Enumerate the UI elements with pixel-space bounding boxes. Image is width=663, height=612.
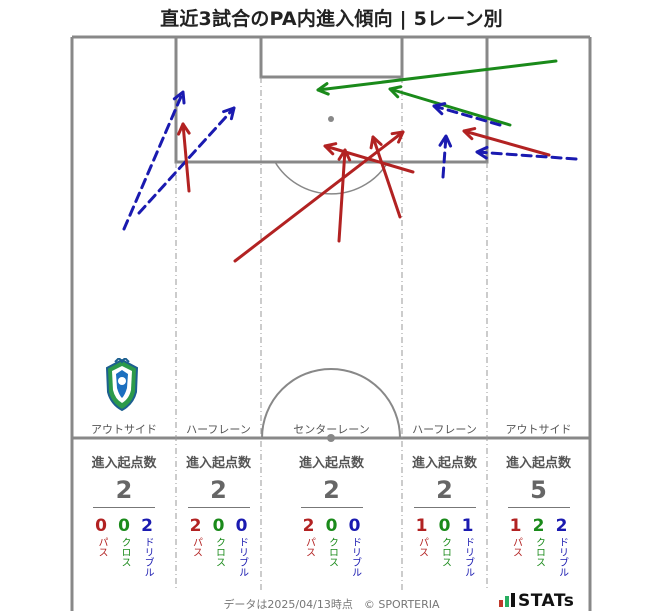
lane-name-outside-left: アウトサイド (91, 423, 157, 436)
dribble-arrow (122, 90, 186, 231)
cross-count: 0 (118, 516, 130, 536)
dribble-arrow (137, 106, 236, 215)
entry-count-total: 2 (210, 476, 227, 504)
cross-label: クロス (119, 537, 130, 567)
pass-arrow (337, 148, 352, 243)
cross-count: 0 (325, 516, 338, 536)
lane-stats-halfspace-right: 進入起点数 2 1 パス 0 クロス 1 ドリブル (402, 452, 487, 577)
stat-divider (93, 507, 155, 508)
lane-stats-halfspace-left: 進入起点数 2 2 パス 0 クロス 0 ドリブル (176, 452, 261, 577)
entry-count-label: 進入起点数 (505, 456, 571, 471)
dribble-label: ドリブル (462, 537, 474, 577)
entry-count-total: 2 (115, 476, 133, 504)
entry-count-total: 2 (323, 476, 340, 504)
pass-label: パス (510, 537, 522, 557)
entry-count-label: 進入起点数 (91, 456, 157, 471)
stats-logo-icon (499, 593, 515, 607)
lane-name-halfspace-right: ハーフレーン (412, 423, 477, 436)
lane-stats-outside-left: 進入起点数 2 0 パス 0 クロス 2 ドリブル (72, 452, 176, 577)
stat-divider (413, 507, 476, 508)
cross-count: 0 (212, 516, 225, 536)
pass-count: 2 (189, 516, 202, 536)
dribble-count: 0 (348, 516, 361, 536)
stat-divider (300, 507, 363, 508)
footer-credit: データは2025/04/13時点 © SPORTERIA (223, 598, 440, 611)
pass-arrow (462, 127, 551, 157)
cross-count: 2 (532, 516, 545, 536)
dribble-label: ドリブル (142, 537, 153, 577)
entry-breakdown: 1 パス 2 クロス 2 ドリブル (487, 516, 590, 577)
dribble-arrow (432, 102, 502, 127)
entry-count-label: 進入起点数 (185, 456, 251, 471)
pass-label: パス (303, 537, 315, 557)
cross-arrow (388, 85, 512, 127)
dribble-label: ドリブル (236, 537, 248, 577)
stat-divider (507, 507, 570, 508)
pass-label: パス (96, 537, 107, 557)
entry-breakdown: 1 パス 0 クロス 1 ドリブル (402, 516, 487, 577)
pass-label: パス (416, 537, 428, 557)
entry-count-label: 進入起点数 (411, 456, 477, 471)
pass-arrow (323, 142, 415, 174)
dribble-arrow (475, 145, 578, 161)
lane-stats-center: 進入起点数 2 2 パス 0 クロス 0 ドリブル (261, 452, 402, 577)
entry-breakdown: 0 パス 0 クロス 2 ドリブル (72, 516, 176, 577)
dribble-arrow (438, 134, 453, 179)
pass-count: 1 (509, 516, 522, 536)
penalty-spot (328, 116, 334, 122)
dribble-count: 2 (555, 516, 568, 536)
cross-label: クロス (533, 537, 545, 567)
pass-count: 2 (302, 516, 315, 536)
lane-stats-outside-right: 進入起点数 5 1 パス 2 クロス 2 ドリブル (487, 452, 590, 577)
center-spot (327, 434, 335, 442)
cross-label: クロス (439, 537, 451, 567)
arrow-layer (122, 59, 578, 263)
shonan-bellmare-crest-icon (105, 358, 139, 412)
cross-arrow (316, 59, 558, 96)
dribble-count: 1 (461, 516, 474, 536)
pass-arrow (233, 130, 405, 263)
entry-count-total: 5 (530, 476, 547, 504)
dribble-label: ドリブル (349, 537, 361, 577)
entry-breakdown: 2 パス 0 クロス 0 ドリブル (176, 516, 261, 577)
lane-name-halfspace-left: ハーフレーン (186, 423, 251, 436)
stat-divider (187, 507, 250, 508)
brand-name: STATs (518, 591, 575, 611)
pass-arrow (177, 122, 191, 193)
lane-name-outside-right: アウトサイド (505, 423, 572, 436)
penalty-arc (274, 161, 389, 195)
dribble-count: 2 (141, 516, 153, 536)
lane-name-center: センターレーン (293, 423, 370, 436)
center-circle (261, 368, 401, 439)
pass-label: パス (190, 537, 202, 557)
dribble-label: ドリブル (556, 537, 568, 577)
cross-label: クロス (326, 537, 338, 567)
pass-count: 1 (415, 516, 428, 536)
goal-area (259, 35, 404, 79)
cross-label: クロス (213, 537, 225, 567)
pass-count: 0 (95, 516, 107, 536)
cross-count: 0 (438, 516, 451, 536)
entry-breakdown: 2 パス 0 クロス 0 ドリブル (261, 516, 402, 577)
chart-title: 直近3試合のPA内進入傾向 | 5レーン別 (160, 8, 503, 30)
pass-arrow (369, 135, 402, 219)
dribble-count: 0 (235, 516, 248, 536)
entry-count-label: 進入起点数 (298, 456, 364, 471)
entry-count-total: 2 (436, 476, 453, 504)
